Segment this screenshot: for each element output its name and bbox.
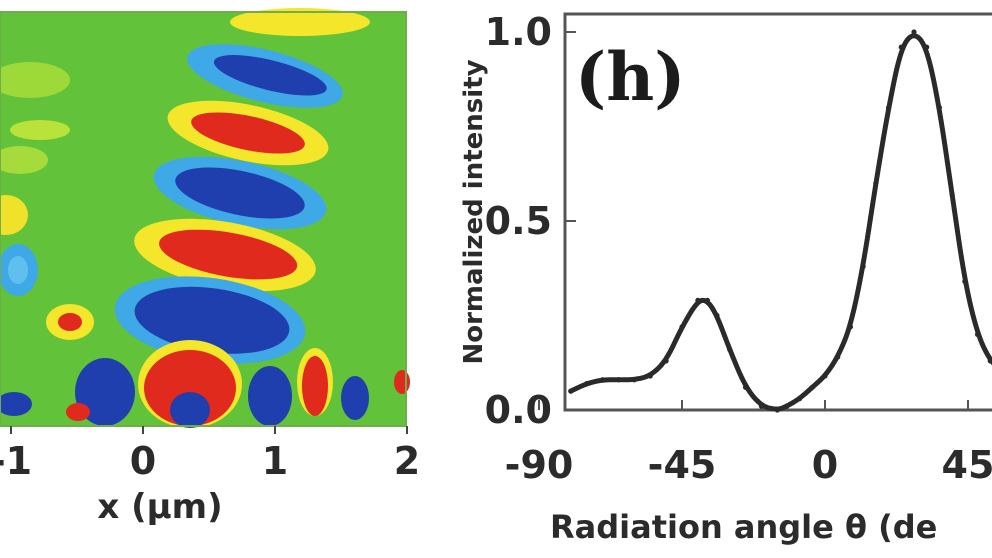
intensity-data-point xyxy=(885,105,892,111)
field-lobes xyxy=(0,8,410,428)
intensity-data-point xyxy=(974,331,981,337)
intensity-data-point xyxy=(796,396,803,402)
intensity-data-point xyxy=(679,324,685,330)
y-ticks: 0.0 0.5 1.0 xyxy=(485,10,576,432)
intensity-data-point xyxy=(987,358,992,364)
intensity-data-point xyxy=(847,324,854,330)
intensity-data-point xyxy=(898,44,904,50)
intensity-data-point xyxy=(809,384,815,390)
field-map-x-tick-label: -1 xyxy=(0,439,32,483)
intensity-data-point xyxy=(924,44,930,50)
field-map-x-tick-label: 0 xyxy=(130,439,156,483)
intensity-curve xyxy=(568,29,992,413)
x-ticks: -90 -45 0 45 xyxy=(505,400,992,487)
intensity-data-point xyxy=(962,278,968,285)
panel-label: (h) xyxy=(575,38,685,116)
intensity-data-point xyxy=(714,312,720,319)
intensity-data-point xyxy=(784,403,790,409)
x-axis-label: Radiation angle θ (de xyxy=(550,508,937,546)
intensity-data-point xyxy=(911,29,917,35)
field-map-x-tick-label: 1 xyxy=(262,439,288,483)
intensity-data-point xyxy=(584,380,590,387)
intensity-data-point xyxy=(860,263,866,269)
field-map-x-ticks: -1 0 1 2 xyxy=(0,426,420,483)
intensity-data-point xyxy=(647,373,653,379)
field-map-x-tick-label: 2 xyxy=(394,439,420,483)
y-tick-label: 1.0 xyxy=(485,10,552,54)
x-tick-label: -45 xyxy=(648,443,717,487)
y-tick-label: 0.0 xyxy=(485,388,552,432)
intensity-data-point xyxy=(758,403,765,409)
intensity-data-point xyxy=(936,105,943,111)
x-tick-label: 45 xyxy=(942,443,992,487)
x-tick-label: -90 xyxy=(505,443,574,487)
y-tick-label: 0.5 xyxy=(485,199,552,243)
field-map-panel: -1 0 1 2 x (μm) xyxy=(0,8,420,527)
intensity-data-point xyxy=(835,354,841,360)
intensity-data-point xyxy=(727,346,733,353)
intensity-data-point xyxy=(873,180,879,186)
intensity-data-point xyxy=(742,384,749,390)
intensity-data-point xyxy=(568,388,574,394)
y-axis-label: Normalized intensity xyxy=(459,59,489,364)
x-tick-label: 0 xyxy=(812,443,838,487)
intensity-data-point xyxy=(695,297,701,303)
radiation-plot-panel: 0.0 0.5 1.0 -90 -45 0 45 (h) Normalized inten… xyxy=(459,10,992,546)
plot-frame xyxy=(563,12,992,412)
field-map-frame xyxy=(0,11,407,427)
intensity-data-point xyxy=(615,377,622,383)
intensity-data-point xyxy=(631,377,637,383)
intensity-data-point xyxy=(822,373,828,379)
intensity-data-point xyxy=(774,407,780,413)
intensity-data-point xyxy=(704,297,711,303)
intensity-data-point xyxy=(663,358,669,364)
intensity-data-point xyxy=(599,377,606,383)
intensity-data-point xyxy=(949,191,955,198)
field-map-x-axis-label: x (μm) xyxy=(97,487,222,527)
